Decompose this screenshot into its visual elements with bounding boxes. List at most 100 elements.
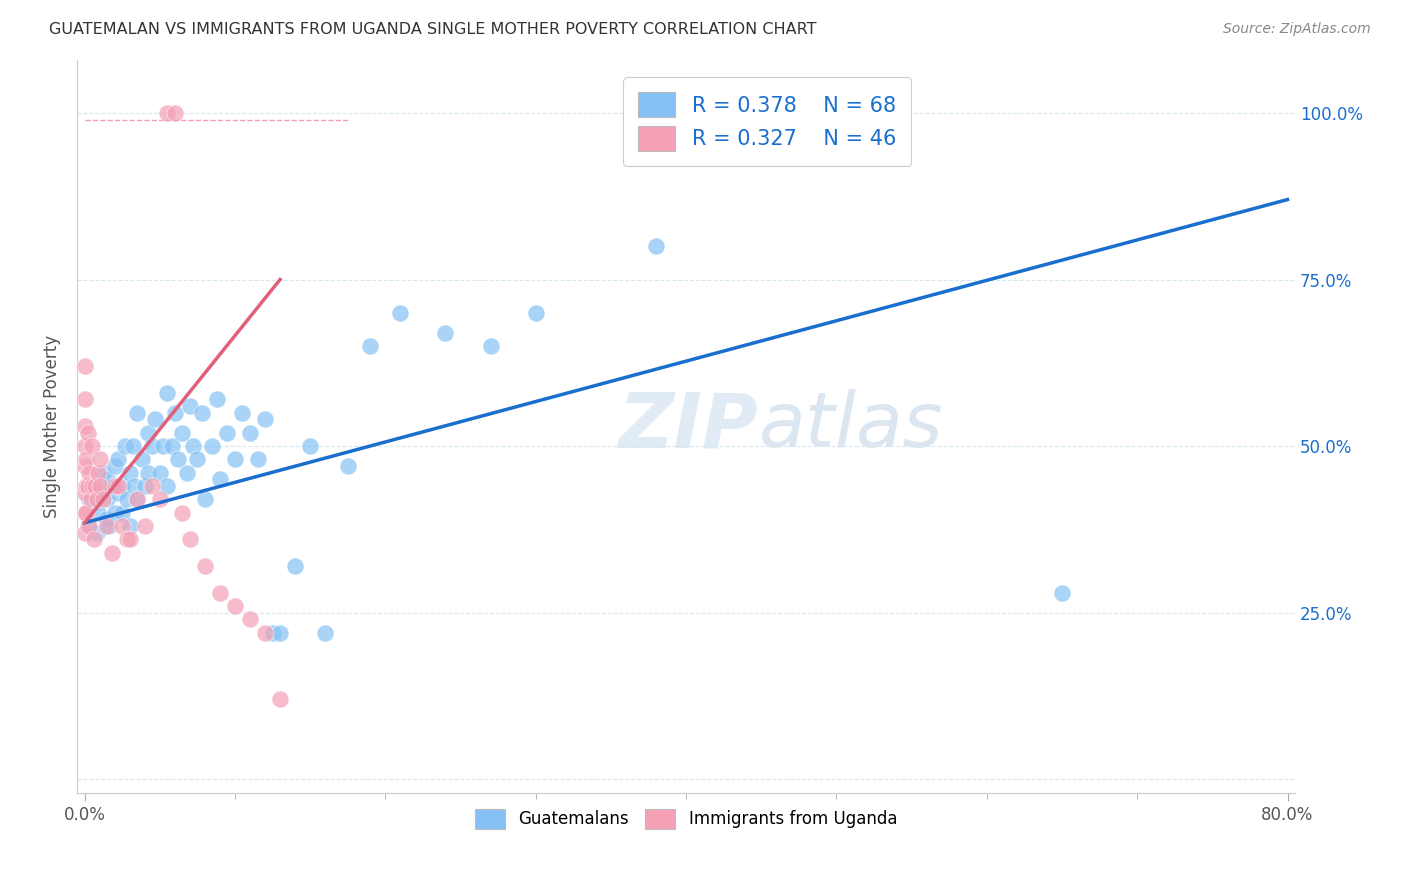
- Point: [115, 533, 138, 547]
- Point: [73, 485, 96, 500]
- Point: [77, 466, 100, 480]
- Point: [87, 466, 110, 480]
- Point: [239, 425, 262, 440]
- Point: [100, 546, 122, 560]
- Point: [127, 492, 149, 507]
- Point: [163, 106, 186, 120]
- Point: [208, 585, 231, 599]
- Point: [131, 452, 153, 467]
- Point: [166, 452, 188, 467]
- Point: [434, 326, 457, 340]
- Point: [89, 485, 111, 500]
- Point: [217, 425, 239, 440]
- Point: [77, 492, 100, 507]
- Point: [73, 419, 96, 434]
- Legend: Guatemalans, Immigrants from Uganda: Guatemalans, Immigrants from Uganda: [468, 802, 904, 836]
- Point: [96, 492, 118, 507]
- Point: [262, 625, 284, 640]
- Point: [73, 392, 96, 407]
- Point: [118, 466, 141, 480]
- Point: [179, 533, 201, 547]
- Point: [73, 525, 96, 540]
- Point: [127, 492, 149, 507]
- Point: [205, 392, 228, 407]
- Point: [76, 425, 98, 440]
- Point: [208, 472, 231, 486]
- Point: [104, 459, 127, 474]
- Point: [359, 339, 381, 353]
- Point: [104, 506, 127, 520]
- Point: [76, 519, 98, 533]
- Point: [314, 625, 336, 640]
- Point: [186, 452, 208, 467]
- Point: [87, 506, 110, 520]
- Point: [111, 519, 134, 533]
- Point: [269, 625, 291, 640]
- Point: [172, 425, 194, 440]
- Point: [141, 439, 163, 453]
- Point: [73, 359, 96, 373]
- Point: [75, 506, 97, 520]
- Point: [160, 439, 183, 453]
- Text: Source: ZipAtlas.com: Source: ZipAtlas.com: [1223, 22, 1371, 37]
- Point: [96, 519, 118, 533]
- Point: [73, 459, 96, 474]
- Point: [224, 452, 246, 467]
- Point: [389, 306, 412, 320]
- Point: [194, 492, 217, 507]
- Point: [121, 439, 143, 453]
- Point: [336, 459, 359, 474]
- Point: [111, 506, 134, 520]
- Point: [75, 452, 97, 467]
- Point: [156, 479, 179, 493]
- Point: [97, 519, 120, 533]
- Point: [156, 106, 179, 120]
- Point: [136, 425, 159, 440]
- Point: [136, 466, 159, 480]
- Point: [645, 239, 668, 253]
- Point: [134, 479, 156, 493]
- Point: [149, 466, 172, 480]
- Point: [94, 512, 117, 526]
- Text: atlas: atlas: [759, 389, 943, 463]
- Point: [91, 492, 114, 507]
- Point: [107, 485, 129, 500]
- Point: [73, 506, 96, 520]
- Point: [796, 106, 818, 120]
- Point: [76, 479, 98, 493]
- Point: [79, 492, 101, 507]
- Point: [246, 452, 269, 467]
- Point: [127, 406, 149, 420]
- Point: [1050, 585, 1073, 599]
- Point: [114, 439, 136, 453]
- Point: [143, 412, 166, 426]
- Point: [224, 599, 246, 613]
- Point: [77, 519, 100, 533]
- Point: [269, 692, 291, 706]
- Point: [156, 385, 179, 400]
- Point: [84, 479, 107, 493]
- Point: [75, 479, 97, 493]
- Text: GUATEMALAN VS IMMIGRANTS FROM UGANDA SINGLE MOTHER POVERTY CORRELATION CHART: GUATEMALAN VS IMMIGRANTS FROM UGANDA SIN…: [49, 22, 817, 37]
- Point: [231, 406, 253, 420]
- Point: [89, 479, 111, 493]
- Point: [111, 479, 134, 493]
- Point: [284, 559, 307, 574]
- Point: [122, 479, 145, 493]
- Point: [134, 519, 156, 533]
- Point: [181, 439, 204, 453]
- Point: [107, 452, 129, 467]
- Y-axis label: Single Mother Poverty: Single Mother Poverty: [44, 334, 60, 517]
- Point: [89, 452, 111, 467]
- Point: [86, 525, 108, 540]
- Point: [118, 533, 141, 547]
- Point: [194, 559, 217, 574]
- Point: [96, 472, 118, 486]
- Point: [191, 406, 214, 420]
- Point: [254, 625, 277, 640]
- Point: [479, 339, 502, 353]
- Point: [91, 466, 114, 480]
- Text: ZIP: ZIP: [620, 389, 759, 463]
- Point: [172, 506, 194, 520]
- Point: [152, 439, 174, 453]
